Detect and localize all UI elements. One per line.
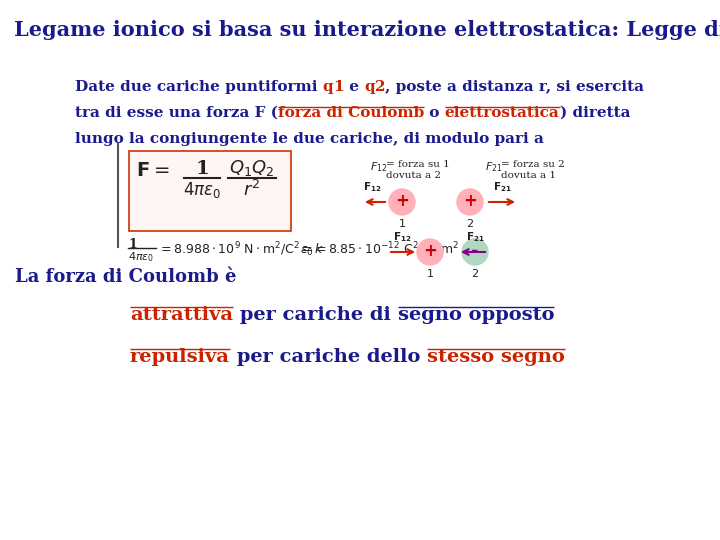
Text: $4\pi\varepsilon_0$: $4\pi\varepsilon_0$ <box>183 180 221 200</box>
Text: 2: 2 <box>472 269 479 279</box>
Text: q: q <box>323 80 333 94</box>
Text: repulsiva: repulsiva <box>130 348 230 366</box>
Text: ) diretta: ) diretta <box>559 106 630 120</box>
Text: attrattiva: attrattiva <box>130 306 233 324</box>
Text: segno opposto: segno opposto <box>397 306 554 324</box>
Text: forza di Coulomb: forza di Coulomb <box>278 106 424 120</box>
Text: +: + <box>395 192 409 210</box>
Text: lungo la congiungente le due cariche, di modulo pari a: lungo la congiungente le due cariche, di… <box>75 132 544 146</box>
Text: $4\pi\varepsilon_0$: $4\pi\varepsilon_0$ <box>128 250 154 264</box>
Text: $\mathbf{F_{12}}$: $\mathbf{F_{12}}$ <box>363 180 382 194</box>
Circle shape <box>457 189 483 215</box>
Text: $\mathbf{F_{21}}$: $\mathbf{F_{21}}$ <box>466 230 485 244</box>
Text: $F_{12}$: $F_{12}$ <box>370 160 387 174</box>
Text: Date due cariche puntiformi: Date due cariche puntiformi <box>75 80 323 94</box>
FancyBboxPatch shape <box>129 151 291 231</box>
Text: $r^2$: $r^2$ <box>243 180 261 200</box>
Text: $\mathbf{F_{21}}$: $\mathbf{F_{21}}$ <box>492 180 511 194</box>
Text: 1: 1 <box>333 80 344 94</box>
Text: 1: 1 <box>398 219 405 229</box>
Text: q: q <box>364 80 375 94</box>
Text: elettrostatica: elettrostatica <box>445 106 559 120</box>
Text: $F_{21}$: $F_{21}$ <box>485 160 503 174</box>
Text: dovuta a 1: dovuta a 1 <box>501 171 556 180</box>
Text: 1: 1 <box>426 269 433 279</box>
Text: Legame ionico si basa su interazione elettrostatica: Legge di Coulomb: Legame ionico si basa su interazione ele… <box>14 20 720 40</box>
Text: La forza di Coulomb è: La forza di Coulomb è <box>15 268 236 286</box>
Text: o: o <box>424 106 445 120</box>
Text: per cariche dello: per cariche dello <box>230 348 427 366</box>
Text: +: + <box>463 192 477 210</box>
Circle shape <box>389 189 415 215</box>
Text: 1: 1 <box>195 160 209 178</box>
Text: $\mathbf{F} =$: $\mathbf{F} =$ <box>136 162 169 180</box>
Text: dovuta a 2: dovuta a 2 <box>386 171 441 180</box>
Text: $\mathbf{F_{12}}$: $\mathbf{F_{12}}$ <box>392 230 411 244</box>
Text: = forza su 1: = forza su 1 <box>386 160 450 169</box>
Text: +: + <box>423 242 437 260</box>
Text: e: e <box>344 80 364 94</box>
Circle shape <box>462 239 488 265</box>
Text: tra di esse una forza F (: tra di esse una forza F ( <box>75 106 278 120</box>
Text: = forza su 2: = forza su 2 <box>501 160 564 169</box>
Text: 1: 1 <box>128 238 137 251</box>
Text: $= 8.988 \cdot 10^9\ \mathrm{N \cdot m^2/C^2} = k$: $= 8.988 \cdot 10^9\ \mathrm{N \cdot m^2… <box>158 240 325 258</box>
Circle shape <box>417 239 443 265</box>
Text: $Q_1Q_2$: $Q_1Q_2$ <box>229 158 275 178</box>
Text: 2: 2 <box>375 80 385 94</box>
Text: 2: 2 <box>467 219 474 229</box>
Text: -: - <box>472 242 479 260</box>
Text: $\varepsilon_0 = 8.85 \cdot 10^{-12}\ \mathrm{C^2/N \cdot m^2}$: $\varepsilon_0 = 8.85 \cdot 10^{-12}\ \m… <box>300 240 459 259</box>
Text: , poste a distanza r, si esercita: , poste a distanza r, si esercita <box>385 80 644 94</box>
Text: per cariche di: per cariche di <box>233 306 397 324</box>
Text: stesso segno: stesso segno <box>427 348 565 366</box>
